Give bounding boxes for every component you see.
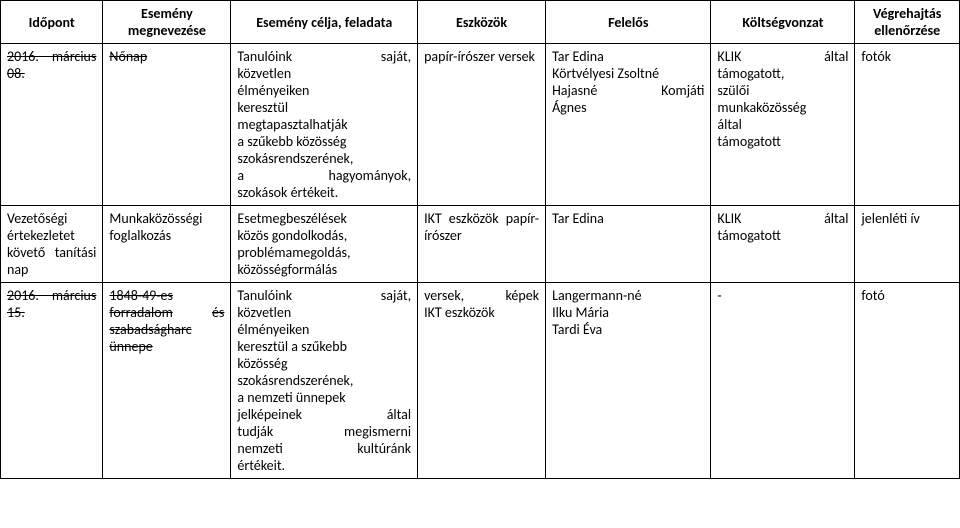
col-header-esemeny: Esemény megnevezése bbox=[103, 1, 231, 44]
cell-cel: Esetmegbeszélések közös gondolkodás, pro… bbox=[231, 206, 418, 283]
koltseg-text: támogatott bbox=[717, 227, 848, 244]
date-text: 2016. március 15. bbox=[7, 287, 96, 321]
cell-eszkozok: IKT eszközök papír-írószer bbox=[418, 206, 546, 283]
cel-text: közösség bbox=[237, 355, 411, 372]
event-name: 1848-49-es bbox=[109, 287, 224, 304]
cel-text: megismerni bbox=[344, 423, 411, 440]
cell-koltseg: - bbox=[711, 283, 855, 479]
col-header-cel: Esemény célja, feladata bbox=[231, 1, 418, 44]
cel-text: keresztül bbox=[237, 99, 411, 116]
cel-text: szokásrendszerének, bbox=[237, 150, 411, 167]
cel-text: közösségformálás bbox=[237, 261, 411, 278]
cel-text: megtapasztalhatják bbox=[237, 116, 411, 133]
cel-text: közvetlen bbox=[237, 304, 411, 321]
cell-vegrehajtas: fotók bbox=[855, 44, 960, 206]
table-row: 2016. március 15. 1848-49-es forradalom é… bbox=[1, 283, 960, 479]
event-name: forradalom bbox=[109, 304, 172, 321]
cel-text: Tanulóink bbox=[237, 287, 292, 304]
koltseg-text: által bbox=[717, 116, 848, 133]
eszkozok-text: versek, bbox=[424, 287, 464, 304]
cell-esemeny: Munkaközösségi foglalkozás bbox=[103, 206, 231, 283]
event-name: ünnepe bbox=[109, 338, 224, 355]
cel-text: Tanulóink bbox=[237, 48, 292, 65]
col-header-koltseg: Költségvonzat bbox=[711, 1, 855, 44]
cell-eszkozok: papír-írószer versek bbox=[418, 44, 546, 206]
cel-text: saját, bbox=[381, 48, 411, 65]
cel-text: tudják bbox=[237, 423, 273, 440]
cel-text: a szűkebb közösség bbox=[237, 133, 411, 150]
cell-vegrehajtas: fotó bbox=[855, 283, 960, 479]
eszkozok-text: IKT eszközök bbox=[424, 304, 539, 321]
cell-koltseg: KLIK által támogatott bbox=[711, 206, 855, 283]
felelos-text: Ágnes bbox=[552, 99, 704, 116]
cell-eszkozok: versek, képek IKT eszközök bbox=[418, 283, 546, 479]
event-name: és bbox=[212, 304, 224, 321]
koltseg-text: KLIK bbox=[717, 210, 741, 227]
cel-text: értékeit. bbox=[237, 457, 411, 474]
felelos-text: Tar Edina bbox=[552, 48, 704, 65]
cel-text: jelképeinek bbox=[237, 406, 302, 423]
felelos-text: Körtvélyesi Zsoltné bbox=[552, 65, 704, 82]
cell-felelos: Tar Edina Körtvélyesi Zsoltné Hajasné Kom… bbox=[546, 44, 711, 206]
cel-text: élményeiken bbox=[237, 82, 411, 99]
cel-text: keresztül a szűkebb bbox=[237, 338, 411, 355]
felelos-text: Hajasné bbox=[552, 82, 597, 99]
cel-text: közös gondolkodás, bbox=[237, 227, 411, 244]
koltseg-text: által bbox=[824, 210, 848, 227]
cel-text: által bbox=[387, 406, 411, 423]
cell-felelos: Tar Edina bbox=[546, 206, 711, 283]
koltseg-text: támogatott bbox=[717, 133, 848, 150]
cel-text: a bbox=[237, 167, 244, 184]
cell-felelos: Langermann-né Ilku Mária Tardi Éva bbox=[546, 283, 711, 479]
cell-koltseg: KLIK által támogatott, szülői munkaközöss… bbox=[711, 44, 855, 206]
cel-text: élményeiken bbox=[237, 321, 411, 338]
col-header-idopont: Időpont bbox=[1, 1, 103, 44]
koltseg-text: által bbox=[824, 48, 848, 65]
cell-esemeny: 1848-49-es forradalom és szabadságharc ün… bbox=[103, 283, 231, 479]
cel-text: kultúránk bbox=[357, 440, 411, 457]
event-name: Nőnap bbox=[109, 48, 147, 65]
koltseg-text: KLIK bbox=[717, 48, 741, 65]
date-text: 2016. március 08. bbox=[7, 48, 96, 82]
koltseg-text: munkaközösség bbox=[717, 99, 848, 116]
cel-text: saját, bbox=[381, 287, 411, 304]
cel-text: szokásrendszerének, bbox=[237, 372, 411, 389]
cell-idopont: 2016. március 15. bbox=[1, 283, 103, 479]
koltseg-text: támogatott, bbox=[717, 65, 848, 82]
felelos-text: Tardi Éva bbox=[552, 321, 704, 338]
cell-idopont: 2016. március 08. bbox=[1, 44, 103, 206]
cel-text: nemzeti bbox=[237, 440, 282, 457]
felelos-text: Komjáti bbox=[661, 82, 704, 99]
cell-cel: Tanulóink saját, közvetlen élményeiken ke… bbox=[231, 283, 418, 479]
cel-text: a nemzeti ünnepek bbox=[237, 389, 411, 406]
cel-text: szokások értékeit. bbox=[237, 184, 411, 201]
cel-text: Esetmegbeszélések bbox=[237, 210, 411, 227]
cel-text: közvetlen bbox=[237, 65, 411, 82]
cel-text: problémamegoldás, bbox=[237, 244, 411, 261]
table-header-row: Időpont Esemény megnevezése Esemény célj… bbox=[1, 1, 960, 44]
koltseg-text: szülői bbox=[717, 82, 848, 99]
cell-esemeny: Nőnap bbox=[103, 44, 231, 206]
table-row: Vezetőségi értekezletet követő tanítási … bbox=[1, 206, 960, 283]
event-name: szabadságharc bbox=[109, 321, 224, 338]
cell-cel: Tanulóink saját, közvetlen élményeiken ke… bbox=[231, 44, 418, 206]
cell-idopont: Vezetőségi értekezletet követő tanítási … bbox=[1, 206, 103, 283]
felelos-text: Langermann-né bbox=[552, 287, 704, 304]
event-schedule-table: Időpont Esemény megnevezése Esemény célj… bbox=[0, 0, 960, 479]
felelos-text: Ilku Mária bbox=[552, 304, 704, 321]
eszkozok-text: képek bbox=[506, 287, 540, 304]
cell-vegrehajtas: jelenléti ív bbox=[855, 206, 960, 283]
cel-text: hagyományok, bbox=[328, 167, 411, 184]
table-row: 2016. március 08. Nőnap Tanulóink saját, … bbox=[1, 44, 960, 206]
col-header-eszkozok: Eszközök bbox=[418, 1, 546, 44]
col-header-vegrehajtas: Végrehajtás ellenőrzése bbox=[855, 1, 960, 44]
col-header-felelos: Felelős bbox=[546, 1, 711, 44]
